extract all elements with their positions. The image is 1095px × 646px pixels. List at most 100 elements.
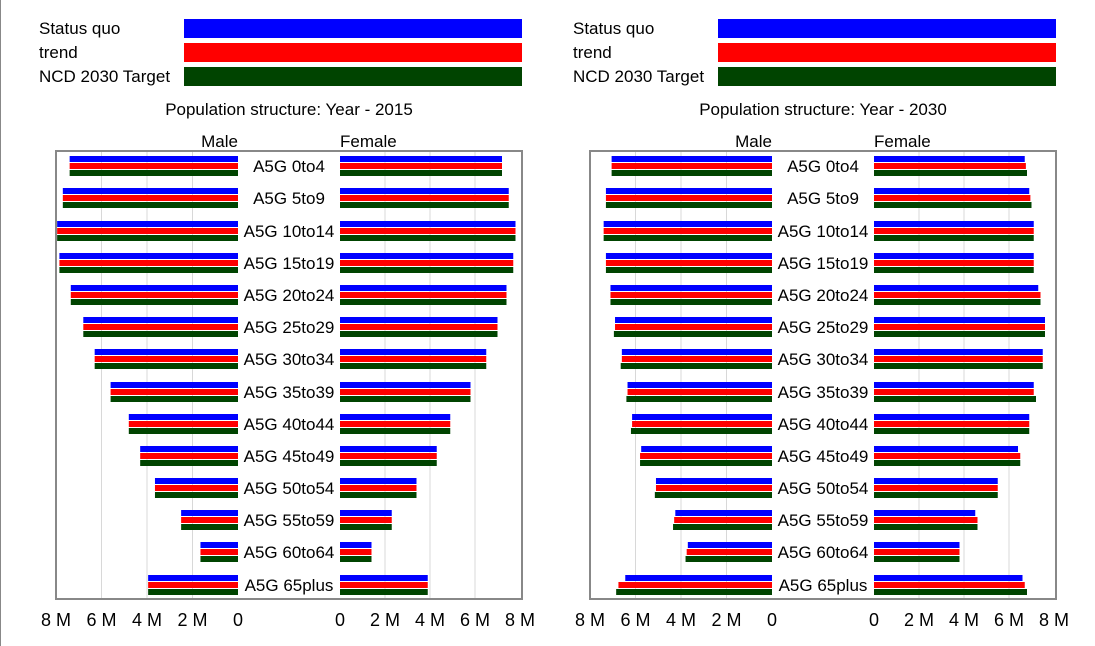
bar-male-2-1-10 [641,446,772,452]
bar-male-1-2-7 [94,356,238,362]
bar-female-1-2-9 [340,421,451,427]
x-tick-right-2-5: 8 M [1039,610,1069,630]
bar-female-2-1-7 [874,349,1043,355]
bar-female-2-3-1 [874,170,1027,176]
category-label-2-14: A5G 65plus [779,576,868,595]
bar-female-1-1-11 [340,478,417,484]
bar-male-2-1-2 [605,188,772,194]
bar-female-1-3-2 [340,202,509,208]
bar-male-2-2-8 [627,389,772,395]
category-label-2-12: A5G 55to59 [778,511,869,530]
bar-male-1-2-6 [83,324,238,330]
bar-female-2-1-6 [874,317,1045,323]
bar-female-2-2-11 [874,485,998,491]
bar-female-2-1-12 [874,510,976,516]
x-tick-right-2-2: 2 M [904,610,934,630]
category-label-2-9: A5G 40to44 [778,415,869,434]
x-tick-right-1-1: 0 [335,610,345,630]
bar-female-1-3-1 [340,170,502,176]
bar-female-2-1-10 [874,446,1018,452]
legend-label-2-3: NCD 2030 Target [573,67,704,86]
bar-female-2-2-1 [874,163,1026,169]
bar-female-1-2-1 [340,163,502,169]
bar-male-1-1-2 [62,188,239,194]
category-label-1-6: A5G 25to29 [244,318,335,337]
category-strip-2 [772,152,874,598]
bar-male-1-1-6 [83,317,238,323]
bar-male-2-1-9 [632,414,772,420]
category-label-1-9: A5G 40to44 [244,415,335,434]
x-tick-right-2-4: 6 M [994,610,1024,630]
bar-male-1-3-2 [62,202,239,208]
bar-male-2-1-5 [610,285,772,291]
bar-female-1-1-10 [340,446,437,452]
bar-male-1-1-8 [110,382,238,388]
plot-frame-1 [55,150,523,600]
bar-female-1-2-8 [340,389,471,395]
bar-male-2-2-3 [603,228,772,234]
female-label-1: Female [340,132,397,151]
bar-male-1-3-8 [110,396,238,402]
bar-male-2-1-12 [675,510,772,516]
bar-male-2-3-14 [616,589,772,595]
bar-female-2-2-7 [874,356,1043,362]
bar-female-1-1-13 [340,542,372,548]
bar-male-2-1-8 [627,382,772,388]
bar-female-2-2-4 [874,260,1034,266]
bar-female-2-1-1 [874,156,1025,162]
bar-male-2-2-13 [686,549,772,555]
category-label-2-2: A5G 5to9 [787,189,859,208]
bar-female-2-1-5 [874,285,1039,291]
bar-female-1-2-10 [340,453,437,459]
bar-female-1-2-5 [340,292,507,298]
bar-female-1-2-14 [340,582,428,588]
category-label-1-1: A5G 0to4 [253,157,325,176]
chart-title-1: Population structure: Year - 2015 [165,100,413,119]
bar-male-1-3-5 [70,299,238,305]
bar-female-2-3-12 [874,524,978,530]
category-label-1-4: A5G 15to19 [244,254,335,273]
bar-female-2-3-14 [874,589,1027,595]
bar-male-2-1-7 [621,349,772,355]
category-label-2-10: A5G 45to49 [778,447,869,466]
bar-female-1-3-4 [340,267,514,273]
bar-female-1-1-3 [340,221,516,227]
category-label-1-10: A5G 45to49 [244,447,335,466]
bar-male-1-2-2 [62,195,239,201]
bar-female-1-2-7 [340,356,487,362]
x-tick-right-1-3: 4 M [415,610,445,630]
bar-female-2-2-12 [874,517,978,523]
bar-male-1-1-13 [200,542,238,548]
bar-male-2-2-9 [632,421,772,427]
bar-male-1-1-5 [70,285,238,291]
bar-female-1-3-7 [340,363,487,369]
bar-male-2-2-2 [605,195,772,201]
bar-male-1-2-8 [110,389,238,395]
bar-female-2-3-9 [874,428,1030,434]
bar-male-1-2-9 [128,421,238,427]
bar-female-2-3-10 [874,460,1021,466]
bar-female-1-1-6 [340,317,498,323]
bar-female-1-2-13 [340,549,372,555]
category-label-2-3: A5G 10to14 [778,222,869,241]
legend-swatch-2-3 [718,67,1056,86]
bar-male-1-3-4 [59,267,238,273]
bar-male-2-1-4 [605,253,772,259]
bar-male-1-1-12 [181,510,238,516]
bar-male-1-1-4 [59,253,238,259]
bar-male-1-2-3 [57,228,239,234]
bar-male-1-2-10 [140,453,238,459]
category-label-1-5: A5G 20to24 [244,286,335,305]
bar-male-2-3-2 [605,202,772,208]
bar-male-1-2-5 [70,292,238,298]
category-label-2-8: A5G 35to39 [778,383,869,402]
bar-female-1-1-7 [340,349,487,355]
category-label-1-13: A5G 60to64 [244,543,335,562]
category-label-1-11: A5G 50to54 [244,479,335,498]
bar-male-2-3-6 [613,331,772,337]
category-label-1-8: A5G 35to39 [244,383,335,402]
bar-male-1-3-10 [140,460,238,466]
plot-frame-2 [589,150,1057,600]
bar-female-2-3-13 [874,556,960,562]
legend-swatch-2-2 [718,43,1056,62]
